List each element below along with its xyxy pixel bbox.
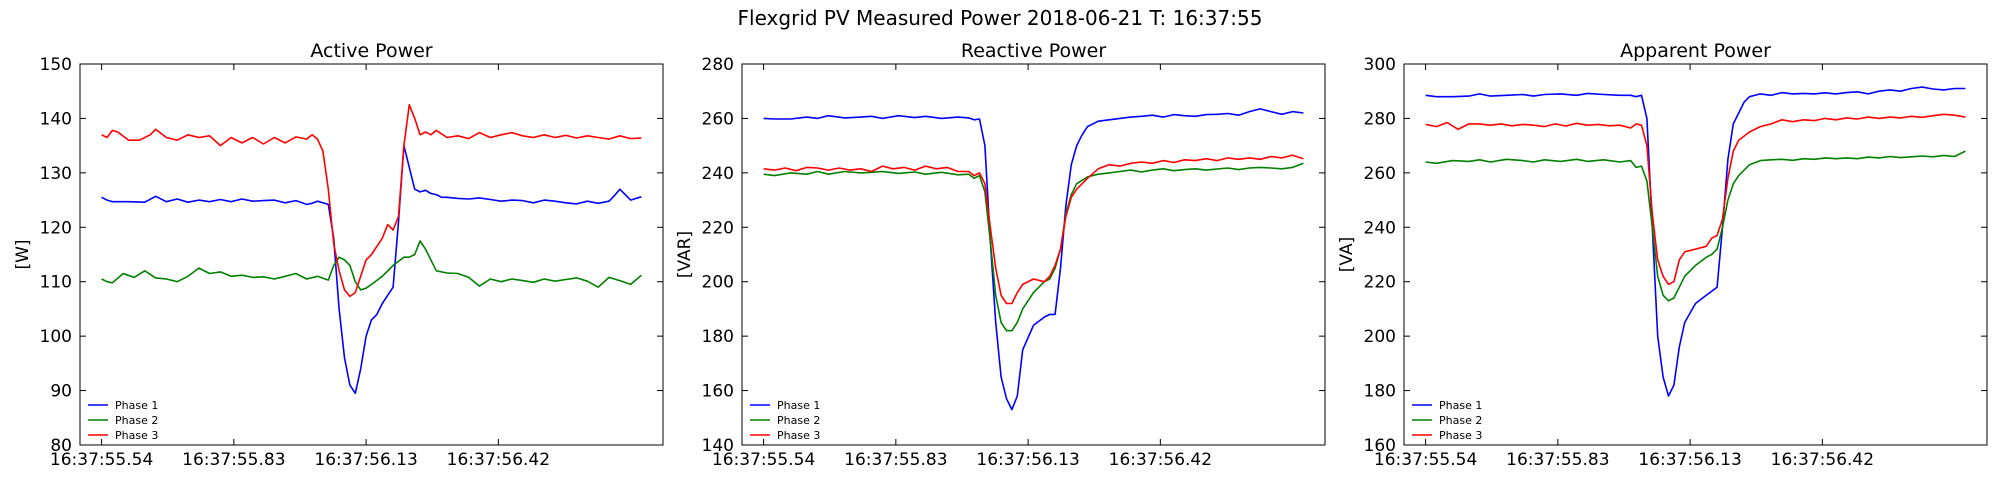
plot-frame bbox=[741, 63, 1326, 446]
legend: Phase 1 Phase 2 Phase 3 bbox=[88, 399, 158, 442]
x-tick-label: 16:37:56.42 bbox=[1109, 450, 1212, 470]
y-tick-label: 200 bbox=[1364, 327, 1396, 347]
plot-frame bbox=[1403, 63, 1988, 446]
x-tick-label: 16:37:56.13 bbox=[314, 450, 417, 470]
y-tick-label: 260 bbox=[702, 109, 734, 129]
legend-label: Phase 2 bbox=[115, 414, 158, 427]
legend-label: Phase 3 bbox=[777, 429, 820, 442]
y-tick-label: 200 bbox=[702, 273, 734, 293]
subplot-1: Active Power 80 90 100 110 120 130 140 150 16:37:… bbox=[13, 40, 664, 470]
y-axis-label: [W] bbox=[13, 239, 33, 269]
x-tick-label: 16:37:56.42 bbox=[1771, 450, 1874, 470]
chart-title: Active Power bbox=[310, 40, 432, 62]
chart-title: Reactive Power bbox=[961, 40, 1106, 62]
y-tick-label: 280 bbox=[1364, 109, 1396, 129]
y-axis-label: [VA] bbox=[1337, 237, 1357, 272]
series-line-phase-1 bbox=[763, 108, 1304, 411]
series-line-phase-1 bbox=[1425, 86, 1966, 397]
y-tick-label: 240 bbox=[702, 164, 734, 184]
legend-label: Phase 3 bbox=[1439, 429, 1482, 442]
y-tick-label: 180 bbox=[1364, 382, 1396, 402]
legend-label: Phase 2 bbox=[1439, 414, 1482, 427]
subplot-3: Apparent Power 160 180 200 220 240 260 280 300 16… bbox=[1337, 40, 1988, 470]
x-tick-label: 16:37:56.13 bbox=[1638, 450, 1741, 470]
x-tick-label: 16:37:56.13 bbox=[976, 450, 1079, 470]
series-line-phase-2 bbox=[101, 240, 642, 291]
subplot-2: Reactive Power 140 160 180 200 220 240 260 280 16… bbox=[675, 40, 1326, 470]
y-tick-label: 260 bbox=[1364, 164, 1396, 184]
series-line-phase-3 bbox=[101, 104, 642, 298]
y-tick-label: 100 bbox=[40, 327, 72, 347]
y-tick-label: 180 bbox=[702, 327, 734, 347]
y-tick-label: 160 bbox=[702, 382, 734, 402]
y-tick-label: 280 bbox=[702, 55, 734, 75]
legend: Phase 1 Phase 2 Phase 3 bbox=[750, 399, 820, 442]
series-line-phase-3 bbox=[1425, 113, 1966, 286]
legend: Phase 1 Phase 2 Phase 3 bbox=[1412, 399, 1482, 442]
x-tick-label: 16:37:55.83 bbox=[844, 450, 947, 470]
y-axis-label: [VAR] bbox=[675, 231, 695, 278]
y-tick-label: 120 bbox=[40, 218, 72, 238]
series-line-phase-3 bbox=[763, 154, 1304, 305]
x-tick-label: 16:37:55.54 bbox=[50, 450, 153, 470]
y-tick-label: 300 bbox=[1364, 55, 1396, 75]
y-tick-label: 220 bbox=[1364, 273, 1396, 293]
y-tick-label: 220 bbox=[702, 218, 734, 238]
legend-label: Phase 1 bbox=[115, 399, 158, 412]
y-tick-label: 150 bbox=[40, 55, 72, 75]
x-tick-label: 16:37:55.54 bbox=[1374, 450, 1477, 470]
legend-label: Phase 2 bbox=[777, 414, 820, 427]
legend-label: Phase 3 bbox=[115, 429, 158, 442]
y-tick-label: 140 bbox=[702, 436, 734, 456]
x-tick-label: 16:37:55.54 bbox=[712, 450, 815, 470]
legend-label: Phase 1 bbox=[1439, 399, 1482, 412]
x-tick-label: 16:37:55.83 bbox=[182, 450, 285, 470]
y-tick-label: 80 bbox=[50, 436, 72, 456]
figure-suptitle: Flexgrid PV Measured Power 2018-06-21 T:… bbox=[737, 6, 1263, 30]
y-tick-label: 130 bbox=[40, 164, 72, 184]
plot-frame bbox=[79, 63, 664, 446]
legend-label: Phase 1 bbox=[777, 399, 820, 412]
y-tick-label: 160 bbox=[1364, 436, 1396, 456]
y-tick-label: 240 bbox=[1364, 218, 1396, 238]
x-tick-label: 16:37:56.42 bbox=[447, 450, 550, 470]
series-line-phase-1 bbox=[101, 144, 642, 395]
series-line-phase-2 bbox=[1425, 150, 1966, 302]
x-tick-label: 16:37:55.83 bbox=[1506, 450, 1609, 470]
y-tick-label: 90 bbox=[50, 382, 72, 402]
y-tick-label: 140 bbox=[40, 109, 72, 129]
series-line-phase-2 bbox=[763, 162, 1304, 332]
y-tick-label: 110 bbox=[40, 273, 72, 293]
chart-title: Apparent Power bbox=[1620, 40, 1771, 62]
